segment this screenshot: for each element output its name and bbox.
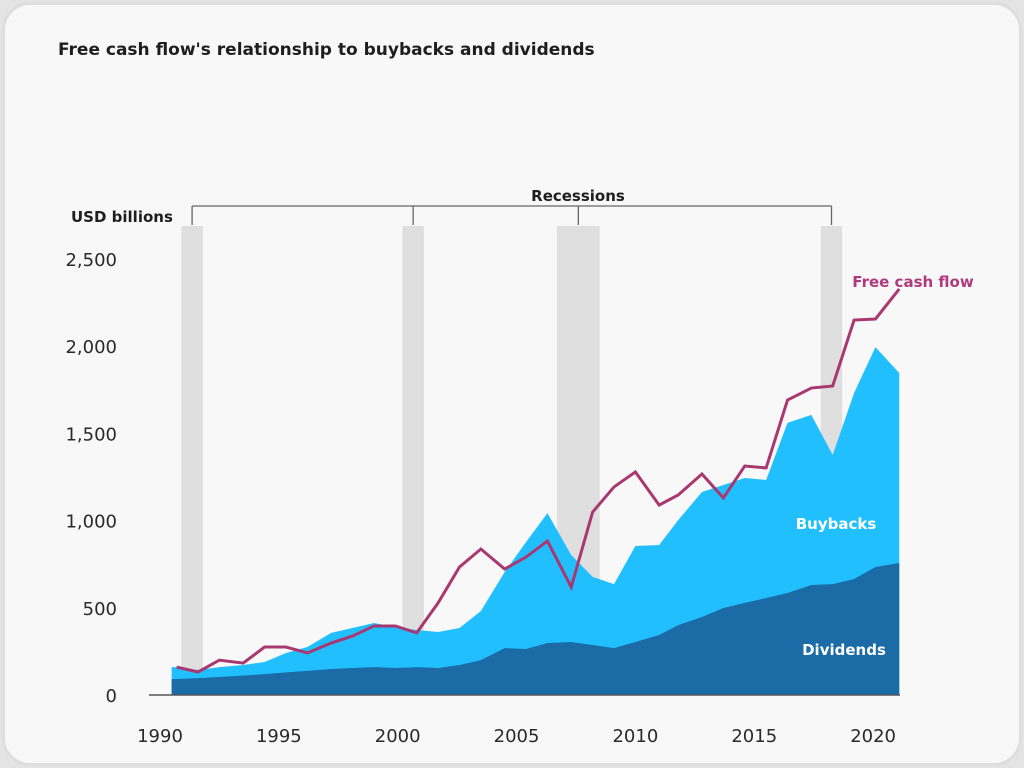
y-ticks: 0 500 1,000 1,500 2,000 2,500 (65, 250, 117, 707)
x-tick-label: 2005 (494, 726, 540, 747)
x-tick-label: 2000 (375, 726, 421, 747)
chart-title: Free cash flow's relationship to buyback… (58, 40, 595, 60)
recessions-label: Recessions (531, 187, 625, 205)
x-tick-label: 1995 (256, 726, 302, 747)
legend-dividends: Dividends (802, 641, 886, 659)
x-tick-label: 2010 (612, 726, 658, 747)
y-tick-label: 500 (83, 599, 117, 620)
y-tick-label: 1,000 (65, 512, 117, 533)
recessions-bracket (191, 205, 833, 225)
y-tick-label: 1,500 (65, 424, 117, 445)
legend-buybacks: Buybacks (796, 515, 877, 533)
legend-free-cash-flow: Free cash flow (852, 273, 974, 291)
y-tick-label: 0 (106, 686, 117, 707)
x-tick-label: 1990 (137, 726, 183, 747)
dividends-area (171, 562, 900, 695)
y-axis-label: USD billions (71, 208, 173, 226)
y-tick-label: 2,000 (65, 337, 117, 358)
areas (171, 347, 900, 695)
recession-band (181, 226, 203, 695)
buybacks-area (171, 347, 900, 695)
fcf-line-group (176, 288, 901, 674)
x-tick-label: 2020 (850, 726, 896, 747)
recession-band (402, 226, 424, 695)
x-tick-label: 2015 (731, 726, 777, 747)
y-tick-label: 2,500 (65, 250, 117, 271)
free-cash-flow-line (176, 288, 901, 674)
x-ticks: 1990 1995 2000 2005 2010 2015 2020 (137, 726, 896, 747)
